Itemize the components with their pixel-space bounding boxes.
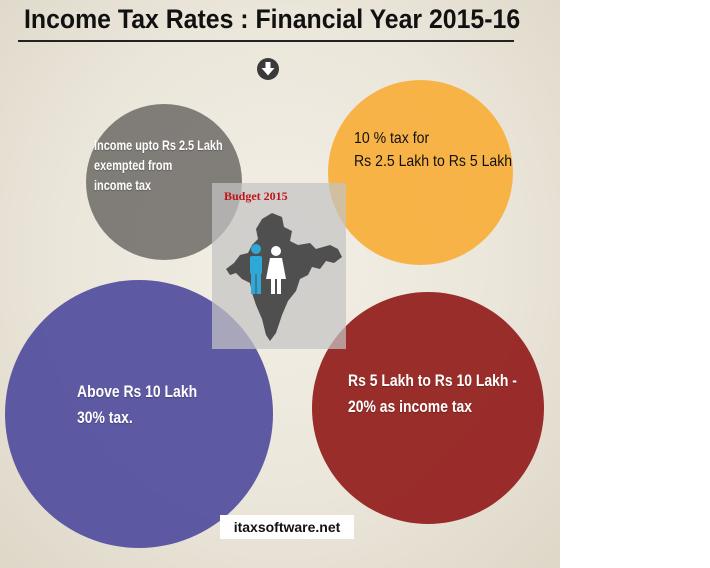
slab-exempt-line: Income upto Rs 2.5 Lakh bbox=[94, 137, 223, 153]
arrow-down-circle-icon bbox=[257, 58, 279, 80]
slab-exempt-line: exempted from bbox=[94, 156, 173, 173]
india-map-graphic bbox=[226, 213, 342, 341]
slab-10-percent-line: Rs 2.5 Lakh to Rs 5 Lakh bbox=[354, 152, 513, 170]
slab-10-percent-circle: 10 % tax for Rs 2.5 Lakh to Rs 5 Lakh bbox=[328, 80, 513, 265]
slab-exempt-line: income tax bbox=[94, 176, 152, 193]
slab-20-percent-line: 20% as income tax bbox=[348, 396, 472, 416]
slab-20-percent-line: Rs 5 Lakh to Rs 10 Lakh - bbox=[348, 371, 517, 390]
slab-20-percent-circle: Rs 5 Lakh to Rs 10 Lakh - 20% as income … bbox=[312, 292, 544, 524]
slab-20-percent-text: Rs 5 Lakh to Rs 10 Lakh - 20% as income … bbox=[348, 368, 517, 419]
infographic: Income Tax Rates : Financial Year 2015-1… bbox=[0, 0, 560, 568]
man-icon bbox=[250, 244, 262, 294]
page-title: Income Tax Rates : Financial Year 2015-1… bbox=[24, 4, 521, 34]
budget-2015-panel: Budget 2015 bbox=[212, 183, 346, 349]
slab-10-percent-line: 10 % tax for bbox=[354, 130, 430, 147]
slab-10-percent-text: 10 % tax for Rs 2.5 Lakh to Rs 5 Lakh bbox=[354, 128, 512, 173]
slab-30-percent-line: 30% tax. bbox=[77, 408, 133, 428]
site-credit: itaxsoftware.net bbox=[220, 515, 354, 539]
slab-30-percent-line: Above Rs 10 Lakh bbox=[77, 382, 198, 401]
slab-exempt-text: Income upto Rs 2.5 Lakh exempted from in… bbox=[94, 136, 223, 196]
slab-exempt-circle: Income upto Rs 2.5 Lakh exempted from in… bbox=[86, 104, 242, 260]
woman-icon bbox=[266, 246, 286, 294]
slab-30-percent-text: Above Rs 10 Lakh 30% tax. bbox=[77, 379, 197, 432]
budget-title: Budget 2015 bbox=[224, 189, 288, 203]
title-divider bbox=[18, 40, 514, 42]
